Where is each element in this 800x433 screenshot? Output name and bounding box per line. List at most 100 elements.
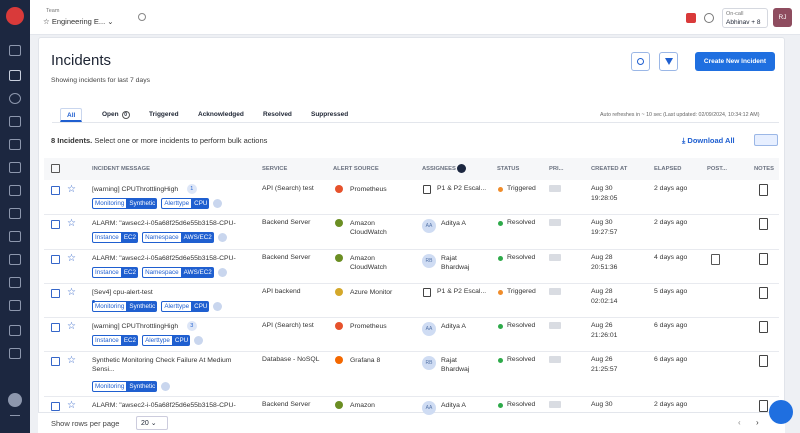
expand-icon[interactable]: [10, 415, 20, 421]
service: Backend Server: [262, 254, 311, 261]
star-icon[interactable]: ☆: [67, 184, 76, 195]
nav-icon[interactable]: [9, 70, 21, 81]
row-checkbox[interactable]: [51, 186, 60, 195]
incident-message[interactable]: ALARM: "awsec2-i-05a68f25d6e55b3158-CPU-: [92, 220, 236, 227]
assignee-name: Aditya A: [441, 220, 466, 227]
nav-icon[interactable]: [9, 231, 21, 242]
tab[interactable]: Resolved: [257, 108, 298, 122]
incident-message[interactable]: ALARM: "awsec2-i-05a68f25d6e55b3158-CPU-: [92, 255, 236, 262]
star-icon[interactable]: ☆: [67, 321, 76, 332]
notes-icon[interactable]: [759, 184, 768, 196]
row-checkbox[interactable]: [51, 323, 60, 332]
notes-icon[interactable]: [759, 287, 768, 299]
tag-key: Namespace: [142, 232, 182, 243]
assignee-name: P1 & P2 Escal...: [437, 288, 487, 295]
status: Resolved: [507, 219, 536, 226]
tab[interactable]: All: [60, 108, 83, 122]
column-header: ALERT SOURCE: [333, 166, 379, 172]
nav-icon[interactable]: [9, 139, 21, 150]
team-label: Team: [46, 8, 60, 14]
download-all[interactable]: ⤓ Download All: [682, 136, 735, 145]
more-tags[interactable]: [217, 233, 227, 242]
logo[interactable]: [6, 7, 24, 25]
tag-value: AWS/EC2: [181, 232, 214, 243]
nav-icon[interactable]: [9, 45, 21, 56]
incident-message[interactable]: [warning] CPUThrottlingHigh: [92, 323, 179, 330]
prev-page[interactable]: ‹: [738, 418, 741, 427]
chat-button[interactable]: [769, 400, 793, 424]
status-icon[interactable]: [686, 13, 696, 23]
created-time: 19:28:05: [591, 195, 618, 202]
notes-icon[interactable]: [759, 321, 768, 333]
help-icon[interactable]: [704, 13, 714, 23]
status-dot: [498, 358, 503, 363]
more-tags[interactable]: [161, 382, 171, 391]
incident-count: 8 Incidents.: [51, 136, 93, 145]
row-checkbox[interactable]: [51, 289, 60, 298]
postmortem-icon[interactable]: [711, 254, 720, 265]
star-icon[interactable]: ☆: [67, 253, 76, 264]
assignee-avatar: AA: [422, 219, 436, 233]
elapsed: 6 days ago: [654, 356, 688, 363]
nav-icon[interactable]: [9, 208, 21, 219]
help-icon[interactable]: [8, 393, 22, 407]
nav-icon[interactable]: [9, 93, 21, 104]
created-date: Aug 28: [591, 254, 613, 261]
next-page[interactable]: ›: [756, 418, 759, 427]
tab[interactable]: Acknowledged: [192, 108, 250, 122]
view-toggle[interactable]: [754, 134, 778, 146]
nav-icon[interactable]: [9, 325, 21, 336]
notes-icon[interactable]: [759, 355, 768, 367]
nav-icon[interactable]: [9, 254, 21, 265]
more-tags[interactable]: [194, 336, 204, 345]
more-tags[interactable]: [217, 268, 227, 277]
incident-message[interactable]: [Sev4] cpu-alert-test: [92, 289, 153, 296]
notes-icon[interactable]: [759, 400, 768, 412]
more-tags[interactable]: [213, 302, 223, 311]
tags: Instance EC2 Namespace AWS/EC2: [92, 232, 227, 243]
nav-icon[interactable]: [9, 116, 21, 127]
notes-icon[interactable]: [759, 218, 768, 230]
row-checkbox[interactable]: [51, 255, 60, 264]
incident-message[interactable]: Synthetic Monitoring Check Failure At Me…: [92, 357, 232, 373]
tags: Instance EC2 Alerttype CPU: [92, 335, 204, 346]
alert-source: Amazon CloudWatch: [350, 255, 387, 271]
star-icon[interactable]: ☆: [67, 400, 76, 411]
tabs-divider: [52, 122, 779, 123]
nav-icon[interactable]: [9, 185, 21, 196]
status-dot: [498, 187, 503, 192]
row-checkbox[interactable]: [51, 357, 60, 366]
star-icon[interactable]: ☆: [67, 287, 76, 298]
nav-icon[interactable]: [9, 348, 21, 359]
tag-key: Monitoring: [92, 381, 128, 392]
create-incident-button[interactable]: Create New Incident: [695, 52, 775, 71]
incident-message[interactable]: ALARM: "awsec2-i-05a68f25d6e55b3158-CPU-: [92, 402, 236, 409]
tab[interactable]: Open 0: [96, 108, 136, 122]
created-time: 19:27:57: [591, 229, 618, 236]
nav-icon[interactable]: [9, 277, 21, 288]
star-icon[interactable]: ☆: [67, 355, 76, 366]
star-icon[interactable]: ☆: [67, 218, 76, 229]
oncall-box[interactable]: On-call Abhinav + 8: [722, 8, 768, 28]
notes-icon[interactable]: [759, 253, 768, 265]
status: Triggered: [507, 185, 536, 192]
search-icon[interactable]: [138, 13, 146, 21]
nav-icon[interactable]: [9, 300, 21, 311]
tab[interactable]: Triggered: [143, 108, 185, 122]
summary-text: Select one or more incidents to perform …: [94, 136, 268, 145]
more-tags[interactable]: [213, 199, 223, 208]
team-select[interactable]: ☆ Engineering E... ⌄: [43, 17, 114, 26]
rows-per-page-select[interactable]: 20 ⌄: [136, 416, 168, 430]
table-header: [44, 158, 779, 180]
incidents-card: [38, 37, 785, 433]
tab[interactable]: Suppressed: [305, 108, 354, 122]
tag-key: Alerttype: [161, 198, 193, 209]
user-avatar[interactable]: RJ: [773, 8, 792, 27]
row-checkbox[interactable]: [51, 220, 60, 229]
search-button[interactable]: [631, 52, 650, 71]
incident-message[interactable]: [warning] CPUThrottlingHigh: [92, 186, 179, 193]
nav-icon[interactable]: [9, 162, 21, 173]
row-checkbox[interactable]: [51, 402, 60, 411]
header-checkbox[interactable]: [51, 164, 60, 173]
filter-button[interactable]: [659, 52, 678, 71]
